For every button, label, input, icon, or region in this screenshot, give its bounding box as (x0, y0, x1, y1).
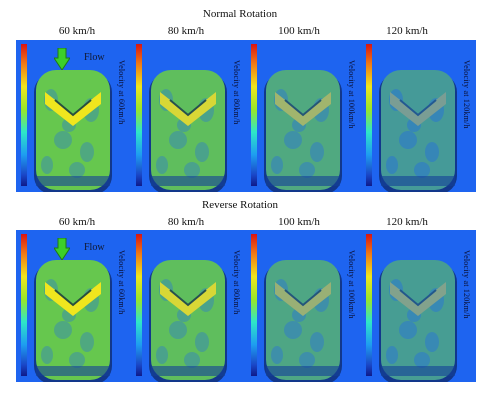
flow-arrow-icon (54, 238, 70, 260)
speed-label-normal-100: 100 km/h (278, 25, 320, 37)
panel-reverse-100: Velocity at 100km/h (246, 230, 361, 382)
velocity-label: Velocity at 120km/h (462, 250, 471, 319)
velocity-label: Velocity at 60km/h (117, 60, 126, 125)
colorbar (21, 234, 27, 376)
velocity-label: Velocity at 80km/h (232, 250, 241, 315)
panel-reverse-80: Velocity at 80km/h (131, 230, 246, 382)
panel-normal-100: Velocity at 100km/h (246, 40, 361, 192)
tire-contour-plot (264, 70, 342, 192)
tire-contour-plot (34, 70, 112, 192)
colorbar (366, 44, 372, 186)
speed-label-normal-120: 120 km/h (386, 25, 428, 37)
speed-label-reverse-80: 80 km/h (167, 216, 205, 228)
flow-label: Flow (84, 52, 105, 63)
contour-strip-reverse: Velocity at 60km/h Flow Velocity at 80km… (16, 230, 476, 382)
speed-label-reverse-100: 100 km/h (278, 216, 320, 228)
tire-contour-plot (149, 260, 227, 382)
panel-normal-120: Velocity at 120km/h (361, 40, 476, 192)
colorbar (136, 44, 142, 186)
velocity-label: Velocity at 60km/h (117, 250, 126, 315)
colorbar (366, 234, 372, 376)
panel-reverse-120: Velocity at 120km/h (361, 230, 476, 382)
panel-reverse-60: Velocity at 60km/h Flow (16, 230, 131, 382)
section-title-normal: Normal Rotation (202, 8, 278, 20)
speed-label-reverse-60: 60 km/h (58, 216, 96, 228)
tire-contour-plot (149, 70, 227, 192)
contour-strip-normal: Velocity at 60km/h Flow Velocity at 80km… (16, 40, 476, 192)
colorbar (251, 44, 257, 186)
velocity-label: Velocity at 100km/h (347, 250, 356, 319)
velocity-label: Velocity at 80km/h (232, 60, 241, 125)
tire-contour-plot (379, 70, 457, 192)
velocity-label: Velocity at 120km/h (462, 60, 471, 129)
speed-label-normal-80: 80 km/h (167, 25, 205, 37)
colorbar (251, 234, 257, 376)
tire-contour-plot (264, 260, 342, 382)
flow-label: Flow (84, 242, 105, 253)
speed-label-normal-60: 60 km/h (58, 25, 96, 37)
colorbar (21, 44, 27, 186)
panel-normal-80: Velocity at 80km/h (131, 40, 246, 192)
speed-label-reverse-120: 120 km/h (386, 216, 428, 228)
flow-arrow-icon (54, 48, 70, 70)
tire-contour-plot (379, 260, 457, 382)
panel-normal-60: Velocity at 60km/h Flow (16, 40, 131, 192)
colorbar (136, 234, 142, 376)
section-title-reverse: Reverse Rotation (201, 199, 279, 211)
velocity-label: Velocity at 100km/h (347, 60, 356, 129)
tire-contour-plot (34, 260, 112, 382)
